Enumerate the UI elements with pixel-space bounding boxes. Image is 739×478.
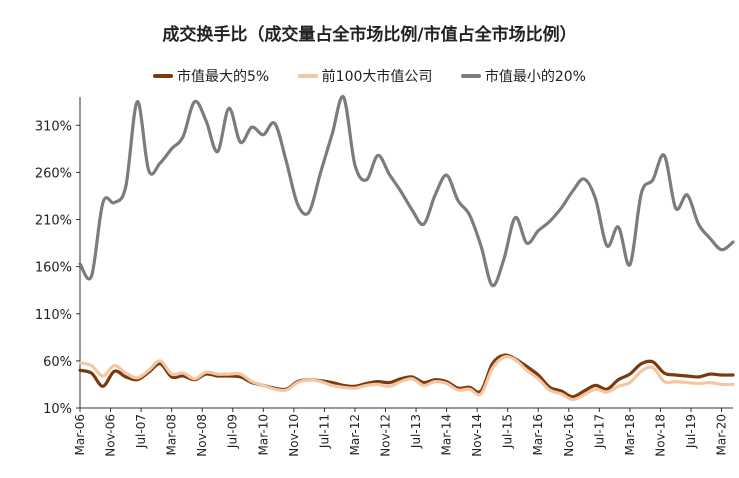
x-tick-label: Nov-12 xyxy=(378,414,392,457)
legend-label-large5: 市值最大的5% xyxy=(177,69,270,85)
y-tick-label: 160% xyxy=(35,261,72,276)
x-tick-label: Nov-10 xyxy=(287,414,301,457)
legend-swatch-top100 xyxy=(297,74,318,78)
y-tick-label: 310% xyxy=(35,119,72,134)
legend: 市值最大的5% 前100大市值公司 市值最小的20% xyxy=(0,66,739,86)
y-tick-label: 210% xyxy=(35,214,72,229)
y-tick-label: 10% xyxy=(43,402,72,417)
x-tick-label: Mar-18 xyxy=(623,414,637,455)
x-tick-label: Mar-08 xyxy=(165,414,179,455)
legend-swatch-small20 xyxy=(460,74,481,78)
x-tick-label: Jul-15 xyxy=(501,414,515,449)
x-tick-label: Jul-11 xyxy=(317,414,331,449)
x-tick-label: Nov-18 xyxy=(653,414,667,457)
x-tick-label: Mar-10 xyxy=(256,414,270,455)
legend-item-small20: 市值最小的20% xyxy=(460,66,586,86)
x-tick-label: Jul-07 xyxy=(134,414,148,449)
x-tick-label: Nov-08 xyxy=(195,414,209,457)
y-tick-labels: 10% 60% 110% 160% 210% 260% 310% xyxy=(35,119,80,417)
y-tick-label: 260% xyxy=(35,166,72,181)
x-tick-label: Jul-17 xyxy=(592,414,606,449)
axes xyxy=(79,97,733,409)
series-line-top100 xyxy=(78,355,735,402)
x-tick-label: Mar-20 xyxy=(715,414,729,455)
series-line-small20 xyxy=(78,95,735,288)
legend-label-small20: 市值最小的20% xyxy=(484,69,586,85)
x-tick-label: Mar-16 xyxy=(531,414,545,455)
x-tick-label: Jul-13 xyxy=(409,414,423,449)
chart-title: 成交换手比（成交量占全市场比例/市值占全市场比例） xyxy=(162,25,577,45)
y-tick-label: 60% xyxy=(43,355,72,370)
y-tick-label: 110% xyxy=(35,308,72,323)
series-lines xyxy=(78,95,735,402)
x-tick-label: Nov-14 xyxy=(470,414,484,457)
legend-item-top100: 前100大市值公司 xyxy=(297,66,433,86)
legend-swatch-large5 xyxy=(153,74,173,78)
x-tick-label: Mar-14 xyxy=(440,414,454,455)
x-tick-label: Mar-12 xyxy=(348,414,362,455)
x-tick-label: Jul-19 xyxy=(684,414,698,449)
x-tick-label: Jul-09 xyxy=(226,414,240,449)
x-tick-label: Mar-06 xyxy=(73,414,87,455)
x-tick-labels: Mar-06 Nov-06 Jul-07 Mar-08 Nov-08 Jul-09 Mar-… xyxy=(73,408,729,457)
legend-item-large5: 市值最大的5% xyxy=(153,66,269,86)
legend-label-top100: 前100大市值公司 xyxy=(321,69,433,85)
x-tick-label: Nov-16 xyxy=(562,414,576,457)
x-tick-label: Nov-06 xyxy=(104,414,118,457)
